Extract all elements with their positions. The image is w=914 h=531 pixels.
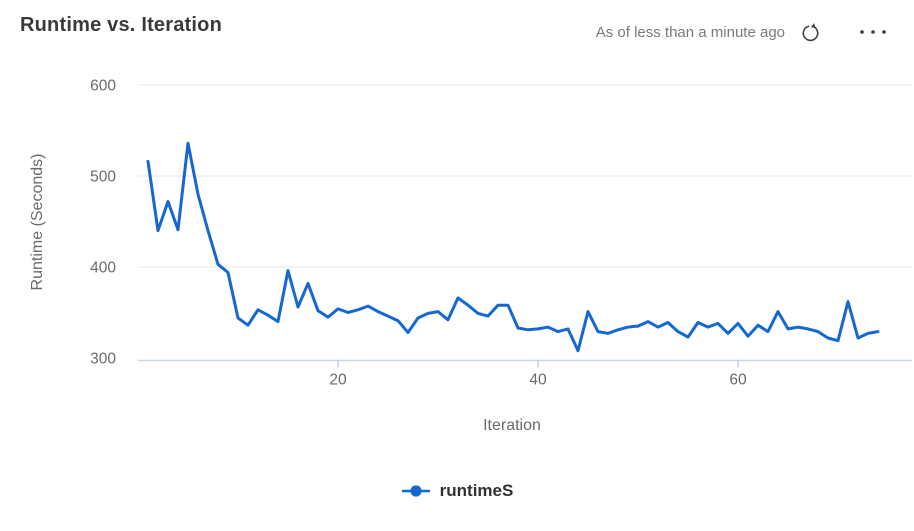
as-of-timestamp: As of less than a minute ago xyxy=(595,23,785,41)
more-options-button[interactable] xyxy=(856,16,890,48)
refresh-icon xyxy=(802,22,819,41)
y-tick-label-600: 600 xyxy=(90,78,116,95)
legend-item-runtimeS[interactable]: runtimeS xyxy=(401,481,514,501)
series-group xyxy=(146,141,880,353)
chart-title: Runtime vs. Iteration xyxy=(20,14,223,36)
y-axis-title: Runtime (Seconds) xyxy=(29,154,46,291)
series-line-runtimeS xyxy=(146,141,880,353)
x-tick-label-20: 20 xyxy=(329,372,347,389)
legend-marker-icon xyxy=(401,485,430,497)
x-axis-title: Iteration xyxy=(483,417,541,434)
chart-header-actions: As of less than a minute ago xyxy=(596,14,890,50)
ellipsis-icon xyxy=(860,30,886,34)
legend: runtimeS xyxy=(0,478,914,504)
y-tick-label-300: 300 xyxy=(90,351,116,368)
legend-label: runtimeS xyxy=(439,481,514,500)
y-tick-label-400: 400 xyxy=(90,260,116,277)
refresh-button[interactable] xyxy=(797,16,824,48)
x-tick-label-40: 40 xyxy=(529,372,547,389)
x-axis: 20 40 60 xyxy=(138,359,912,389)
y-tick-label-500: 500 xyxy=(90,169,116,186)
y-axis: 300 400 500 600 xyxy=(90,78,116,368)
gridlines xyxy=(138,84,912,268)
x-tick-label-60: 60 xyxy=(729,372,747,389)
